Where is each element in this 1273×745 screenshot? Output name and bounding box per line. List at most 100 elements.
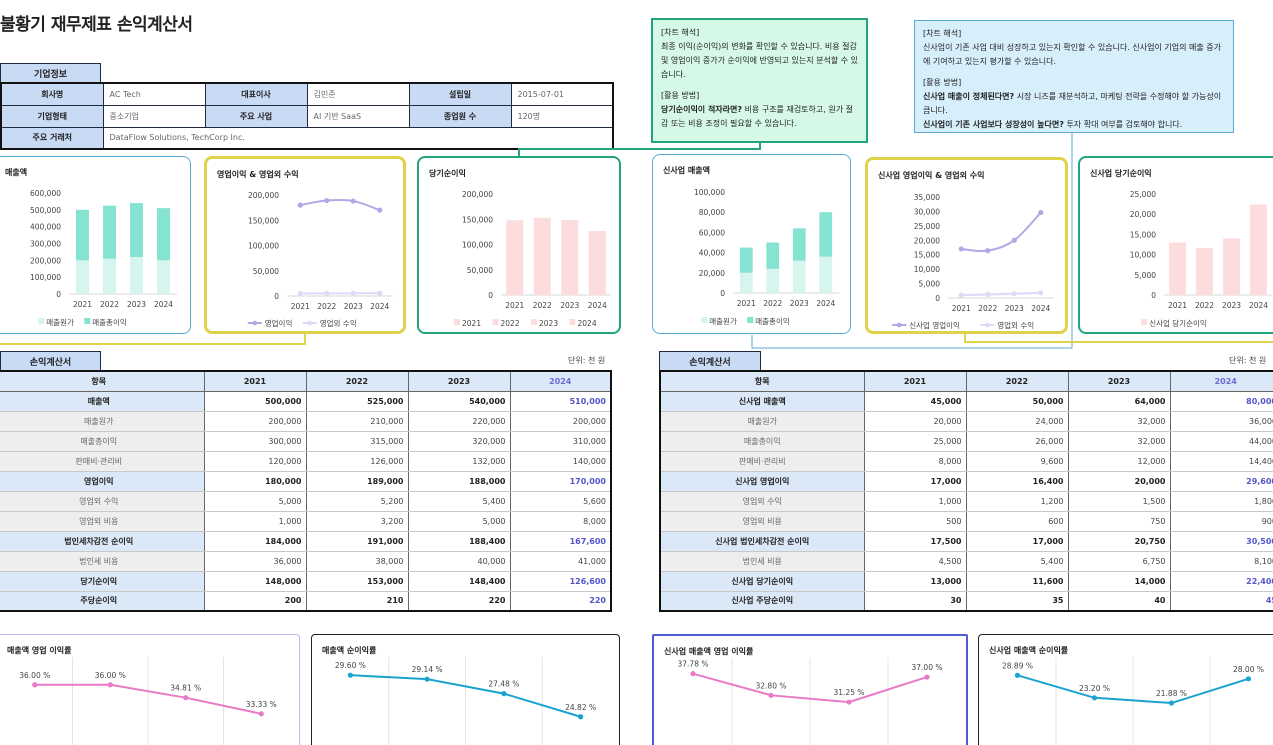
chart-card-net-income[interactable]: 당기순이익 0 50,000 100,000 150,000 200,000 2021 20… (417, 156, 621, 334)
table-cell[interactable]: 40,000 (407, 551, 511, 572)
chart-card-operating-income[interactable]: 영업이익 & 영업외 수익 0 50,000 100,000 150,000 200,0… (204, 156, 406, 334)
table-cell[interactable]: 126,600 (509, 571, 612, 592)
table-cell[interactable]: 184,000 (203, 531, 307, 552)
table-cell[interactable]: 148,400 (407, 571, 511, 592)
table-cell[interactable]: 32,000 (1067, 411, 1171, 432)
company-type-value[interactable]: 중소기업 (102, 104, 206, 128)
partners-value[interactable]: DataFlow Solutions, TechCorp Inc. (102, 126, 614, 150)
table-cell[interactable]: 5,000 (203, 491, 307, 512)
employees-value[interactable]: 120명 (510, 104, 614, 128)
table-cell[interactable]: 5,400 (965, 551, 1069, 572)
table-cell[interactable]: 30,500 (1169, 531, 1273, 552)
table-cell[interactable]: 14,000 (1067, 571, 1171, 592)
table-cell[interactable]: 16,400 (965, 471, 1069, 492)
table-cell[interactable]: 22,400 (1169, 571, 1273, 592)
table-cell[interactable]: 188,400 (407, 531, 511, 552)
table-cell[interactable]: 5,200 (305, 491, 409, 512)
chart-card-new-operating-margin[interactable]: 신사업 매출액 영업 이익률 37.78 % 32.80 % 31.25 % 37.0… (652, 634, 968, 745)
table-cell[interactable]: 17,500 (863, 531, 967, 552)
table-cell[interactable]: 220,000 (407, 411, 511, 432)
table-cell[interactable]: 126,000 (305, 451, 409, 472)
main-business-value[interactable]: AI 기반 SaaS (306, 104, 410, 128)
chart-card-new-net-income[interactable]: 신사업 당기순이익 0 5,000 10,000 15,000 20,000 25,000… (1078, 156, 1273, 334)
table-cell[interactable]: 20,750 (1067, 531, 1171, 552)
table-cell[interactable]: 510,000 (509, 391, 612, 412)
table-cell[interactable]: 5,600 (509, 491, 612, 512)
table-cell[interactable]: 26,000 (965, 431, 1069, 452)
table-cell[interactable]: 40 (1067, 591, 1171, 612)
table-cell[interactable]: 50,000 (965, 391, 1069, 412)
table-cell[interactable]: 11,600 (965, 571, 1069, 592)
chart-card-new-revenue[interactable]: 신사업 매출액 0 20,000 40,000 60,000 80,000 100,000… (652, 154, 851, 334)
table-cell[interactable]: 36,000 (1169, 411, 1273, 432)
table-cell[interactable]: 188,000 (407, 471, 511, 492)
table-cell[interactable]: 600 (965, 511, 1069, 532)
table-cell[interactable]: 315,000 (305, 431, 409, 452)
table-cell[interactable]: 13,000 (863, 571, 967, 592)
table-cell[interactable]: 29,600 (1169, 471, 1273, 492)
table-cell[interactable]: 750 (1067, 511, 1171, 532)
table-cell[interactable]: 200,000 (203, 411, 307, 432)
table-cell[interactable]: 45,000 (863, 391, 967, 412)
table-cell[interactable]: 140,000 (509, 451, 612, 472)
table-cell[interactable]: 1,800 (1169, 491, 1273, 512)
table-cell[interactable]: 1,200 (965, 491, 1069, 512)
table-cell[interactable]: 25,000 (863, 431, 967, 452)
table-cell[interactable]: 35 (965, 591, 1069, 612)
table-cell[interactable]: 189,000 (305, 471, 409, 492)
table-cell[interactable]: 64,000 (1067, 391, 1171, 412)
table-cell[interactable]: 120,000 (203, 451, 307, 472)
table-cell[interactable]: 148,000 (203, 571, 307, 592)
table-cell[interactable]: 8,000 (509, 511, 612, 532)
table-cell[interactable]: 1,000 (203, 511, 307, 532)
table-cell[interactable]: 80,000 (1169, 391, 1273, 412)
table-cell[interactable]: 20,000 (1067, 471, 1171, 492)
table-cell[interactable]: 1,500 (1067, 491, 1171, 512)
chart-card-new-net-margin[interactable]: 신사업 매출액 순이익률 28.89 % 23.20 % 21.88 % 28.00 … (978, 634, 1273, 745)
table-cell[interactable]: 30 (863, 591, 967, 612)
table-cell[interactable]: 5,400 (407, 491, 511, 512)
table-cell[interactable]: 310,000 (509, 431, 612, 452)
table-cell[interactable]: 500,000 (203, 391, 307, 412)
table-cell[interactable]: 900 (1169, 511, 1273, 532)
table-cell[interactable]: 44,000 (1169, 431, 1273, 452)
table-cell[interactable]: 6,750 (1067, 551, 1171, 572)
table-cell[interactable]: 200 (203, 591, 307, 612)
chart-card-operating-margin[interactable]: 매출액 영업 이익률 36.00 % 36.00 % 34.81 % 33.33 % (0, 634, 300, 745)
chart-card-net-margin[interactable]: 매출액 순이익률 29.60 % 29.14 % 27.48 % 24.82 % (311, 634, 620, 745)
table-cell[interactable]: 3,200 (305, 511, 409, 532)
table-cell[interactable]: 5,000 (407, 511, 511, 532)
table-cell[interactable]: 191,000 (305, 531, 409, 552)
table-cell[interactable]: 132,000 (407, 451, 511, 472)
table-cell[interactable]: 4,500 (863, 551, 967, 572)
table-cell[interactable]: 210,000 (305, 411, 409, 432)
table-cell[interactable]: 14,400 (1169, 451, 1273, 472)
table-cell[interactable]: 200,000 (509, 411, 612, 432)
table-cell[interactable]: 24,000 (965, 411, 1069, 432)
table-cell[interactable]: 45 (1169, 591, 1273, 612)
table-cell[interactable]: 167,600 (509, 531, 612, 552)
table-cell[interactable]: 12,000 (1067, 451, 1171, 472)
table-cell[interactable]: 20,000 (863, 411, 967, 432)
table-cell[interactable]: 9,600 (965, 451, 1069, 472)
table-cell[interactable]: 17,000 (863, 471, 967, 492)
founded-value[interactable]: 2015-07-01 (510, 82, 614, 106)
table-cell[interactable]: 36,000 (203, 551, 307, 572)
table-cell[interactable]: 1,000 (863, 491, 967, 512)
table-cell[interactable]: 220 (407, 591, 511, 612)
table-cell[interactable]: 210 (305, 591, 409, 612)
table-cell[interactable]: 32,000 (1067, 431, 1171, 452)
table-cell[interactable]: 180,000 (203, 471, 307, 492)
table-cell[interactable]: 170,000 (509, 471, 612, 492)
table-cell[interactable]: 540,000 (407, 391, 511, 412)
table-cell[interactable]: 300,000 (203, 431, 307, 452)
table-cell[interactable]: 8,100 (1169, 551, 1273, 572)
table-cell[interactable]: 41,000 (509, 551, 612, 572)
table-cell[interactable]: 220 (509, 591, 612, 612)
table-cell[interactable]: 153,000 (305, 571, 409, 592)
chart-card-revenue[interactable]: 매출액 0 100,000 200,000 300,000 400,000 500,000… (0, 156, 191, 334)
table-cell[interactable]: 320,000 (407, 431, 511, 452)
table-cell[interactable]: 38,000 (305, 551, 409, 572)
ceo-value[interactable]: 김민준 (306, 82, 410, 106)
table-cell[interactable]: 17,000 (965, 531, 1069, 552)
